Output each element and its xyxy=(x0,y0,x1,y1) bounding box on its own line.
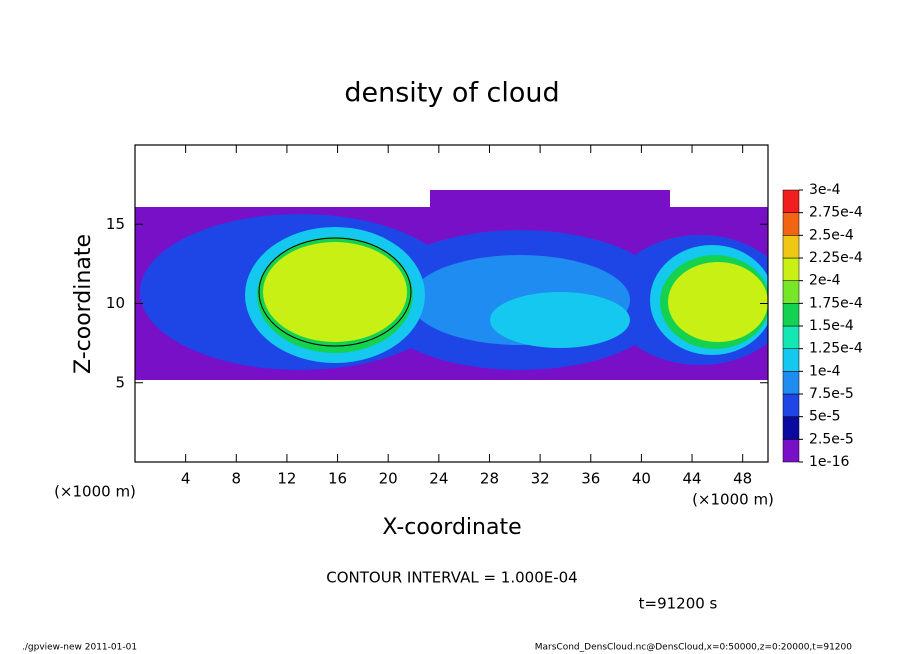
colorbar-box xyxy=(782,189,800,213)
colorbar-label: 2.5e-4 xyxy=(809,227,854,243)
colorbar-label: 2.25e-4 xyxy=(809,250,863,266)
x-tick-label: 12 xyxy=(277,470,296,488)
colorbar-box xyxy=(782,235,800,259)
colorbar-label: 7.5e-5 xyxy=(809,386,854,402)
x-tick-label: 20 xyxy=(379,470,398,488)
colorbar-label: 2e-4 xyxy=(809,273,841,289)
x-tick-label: 36 xyxy=(581,470,600,488)
colorbar-label: 2.75e-4 xyxy=(809,205,863,221)
footer: MarsCond_DensCloud.nc@DensCloud,x=0:5000… xyxy=(535,643,852,653)
y-unit-label: (×1000 m) xyxy=(54,483,136,501)
colorbar-box xyxy=(782,371,800,395)
x-tick-label: 28 xyxy=(480,470,499,488)
x-tick-label: 44 xyxy=(682,470,701,488)
contour-field xyxy=(135,190,768,380)
colorbar-box xyxy=(782,348,800,372)
x-axis-label: X-coordinate xyxy=(382,515,521,540)
colorbar-label: 1e-16 xyxy=(809,454,849,470)
x-tick-label: 32 xyxy=(531,470,550,488)
field-region xyxy=(490,292,630,348)
colorbar-label: 1.25e-4 xyxy=(809,341,863,357)
y-axis-label: Z-coordinate xyxy=(71,234,96,374)
x-tick-label: 24 xyxy=(429,470,448,488)
colorbar-label: 3e-4 xyxy=(809,182,841,198)
y-tick-label: 15 xyxy=(106,215,125,233)
colorbar-box xyxy=(782,393,800,417)
colorbar-box xyxy=(782,325,800,349)
annotation: CONTOUR INTERVAL = 1.000E-04 xyxy=(326,569,577,587)
colorbar-box xyxy=(782,280,800,304)
colorbar-box xyxy=(782,212,800,236)
colorbar-label: 5e-5 xyxy=(809,409,840,425)
x-tick-label: 8 xyxy=(232,470,242,488)
colorbar-box xyxy=(782,416,800,440)
footer: ./gpview-new 2011-01-01 xyxy=(22,643,137,653)
colorbar-box xyxy=(782,303,800,327)
x-tick-label: 4 xyxy=(181,470,191,488)
chart-title: density of cloud xyxy=(344,78,559,109)
colorbar-label: 1e-4 xyxy=(809,363,841,379)
field-band xyxy=(430,190,670,210)
x-tick-label: 48 xyxy=(733,470,752,488)
colorbar-box xyxy=(782,257,800,281)
x-tick-label: 16 xyxy=(328,470,347,488)
colorbar-label: 1.75e-4 xyxy=(809,295,863,311)
y-tick-label: 10 xyxy=(106,294,125,312)
field-region xyxy=(263,242,407,342)
colorbar-label: 1.5e-4 xyxy=(809,318,854,334)
x-unit-label: (×1000 m) xyxy=(692,491,774,509)
y-tick-label: 5 xyxy=(115,373,125,391)
field-region xyxy=(668,262,768,342)
contour-line xyxy=(258,237,412,347)
colorbar-box xyxy=(782,439,800,463)
colorbar-label: 2.5e-5 xyxy=(809,431,854,447)
annotation: t=91200 s xyxy=(639,595,718,613)
x-tick-label: 40 xyxy=(632,470,651,488)
